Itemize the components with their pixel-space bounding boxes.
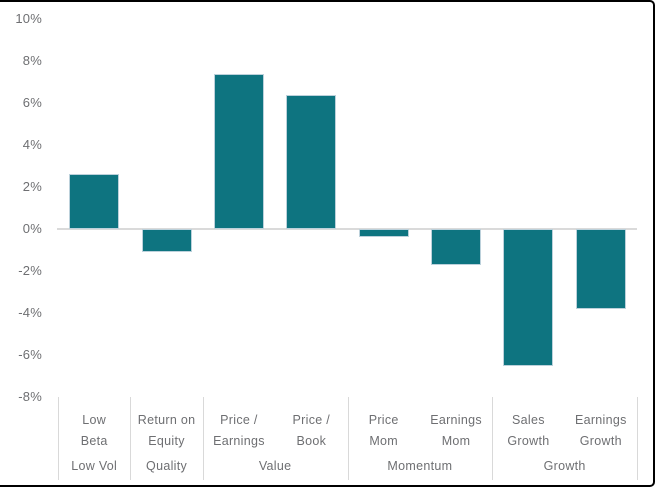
y-axis-tick-label: -6% [18,347,42,362]
bar-price-earnings [213,73,264,229]
y-axis-tick-label: 4% [22,137,42,152]
bar-price-mom [358,229,409,238]
zero-axis-line [57,228,637,230]
category-label: Earnings Mom [420,410,492,452]
y-axis-tick-label: 0% [22,221,42,236]
category-label-line: Earnings [213,434,265,448]
category-label-line: Book [296,434,327,448]
category-group-divider [202,397,204,480]
category-label-line: Mom [441,434,471,448]
category-group-divider [347,397,349,480]
group-label-quality: Quality [146,459,188,473]
y-axis-tick-label: -2% [18,263,42,278]
category-label-line: Sales [512,413,545,427]
category-label-line: Earnings [430,413,482,427]
category-group-divider [130,397,132,480]
category-group-divider [58,397,59,480]
group-label-value: Value [258,459,292,473]
y-axis-tick-label: 10% [15,11,42,26]
category-label-line: Growth [507,434,550,448]
category-label-line: Price / [292,413,331,427]
bar-earnings-mom [431,229,482,265]
category-label: Earnings Growth [565,410,637,452]
bar-low-beta [69,174,120,229]
category-label: Return on Equity [130,410,202,452]
category-label-line: Equity [148,434,185,448]
group-label-momentum: Momentum [387,459,453,473]
category-label-line: Beta [80,434,108,448]
category-label-line: Price / [220,413,258,427]
group-label-growth: Growth [543,459,586,473]
category-label: Price Mom [348,410,420,452]
bar-return-on-equity [141,229,192,253]
bar-price-book [286,94,337,229]
group-label-low-vol: Low Vol [71,459,118,473]
category-group-divider [492,397,494,480]
category-group-divider [637,397,638,480]
category-label: Price / Earnings [203,410,275,452]
y-axis-tick-label: 8% [22,53,42,68]
category-label-line: Earnings [574,413,627,427]
category-label-line: Growth [579,434,622,448]
category-label-line: Low [82,413,107,427]
category-label-line: Return on [137,413,196,427]
y-axis-tick-label: -4% [18,305,42,320]
category-label: Price / Book [275,410,347,452]
y-axis-tick-label: 2% [22,179,42,194]
category-label-line: Mom [369,434,399,448]
category-label: Sales Growth [492,410,564,452]
y-axis-tick-label: -8% [18,389,42,404]
y-axis-tick-label: 6% [22,95,42,110]
category-label-line: Price [368,413,399,427]
category-label: Low Beta [58,410,130,452]
bar-sales-growth [503,229,554,366]
bar-earnings-growth [575,229,626,309]
